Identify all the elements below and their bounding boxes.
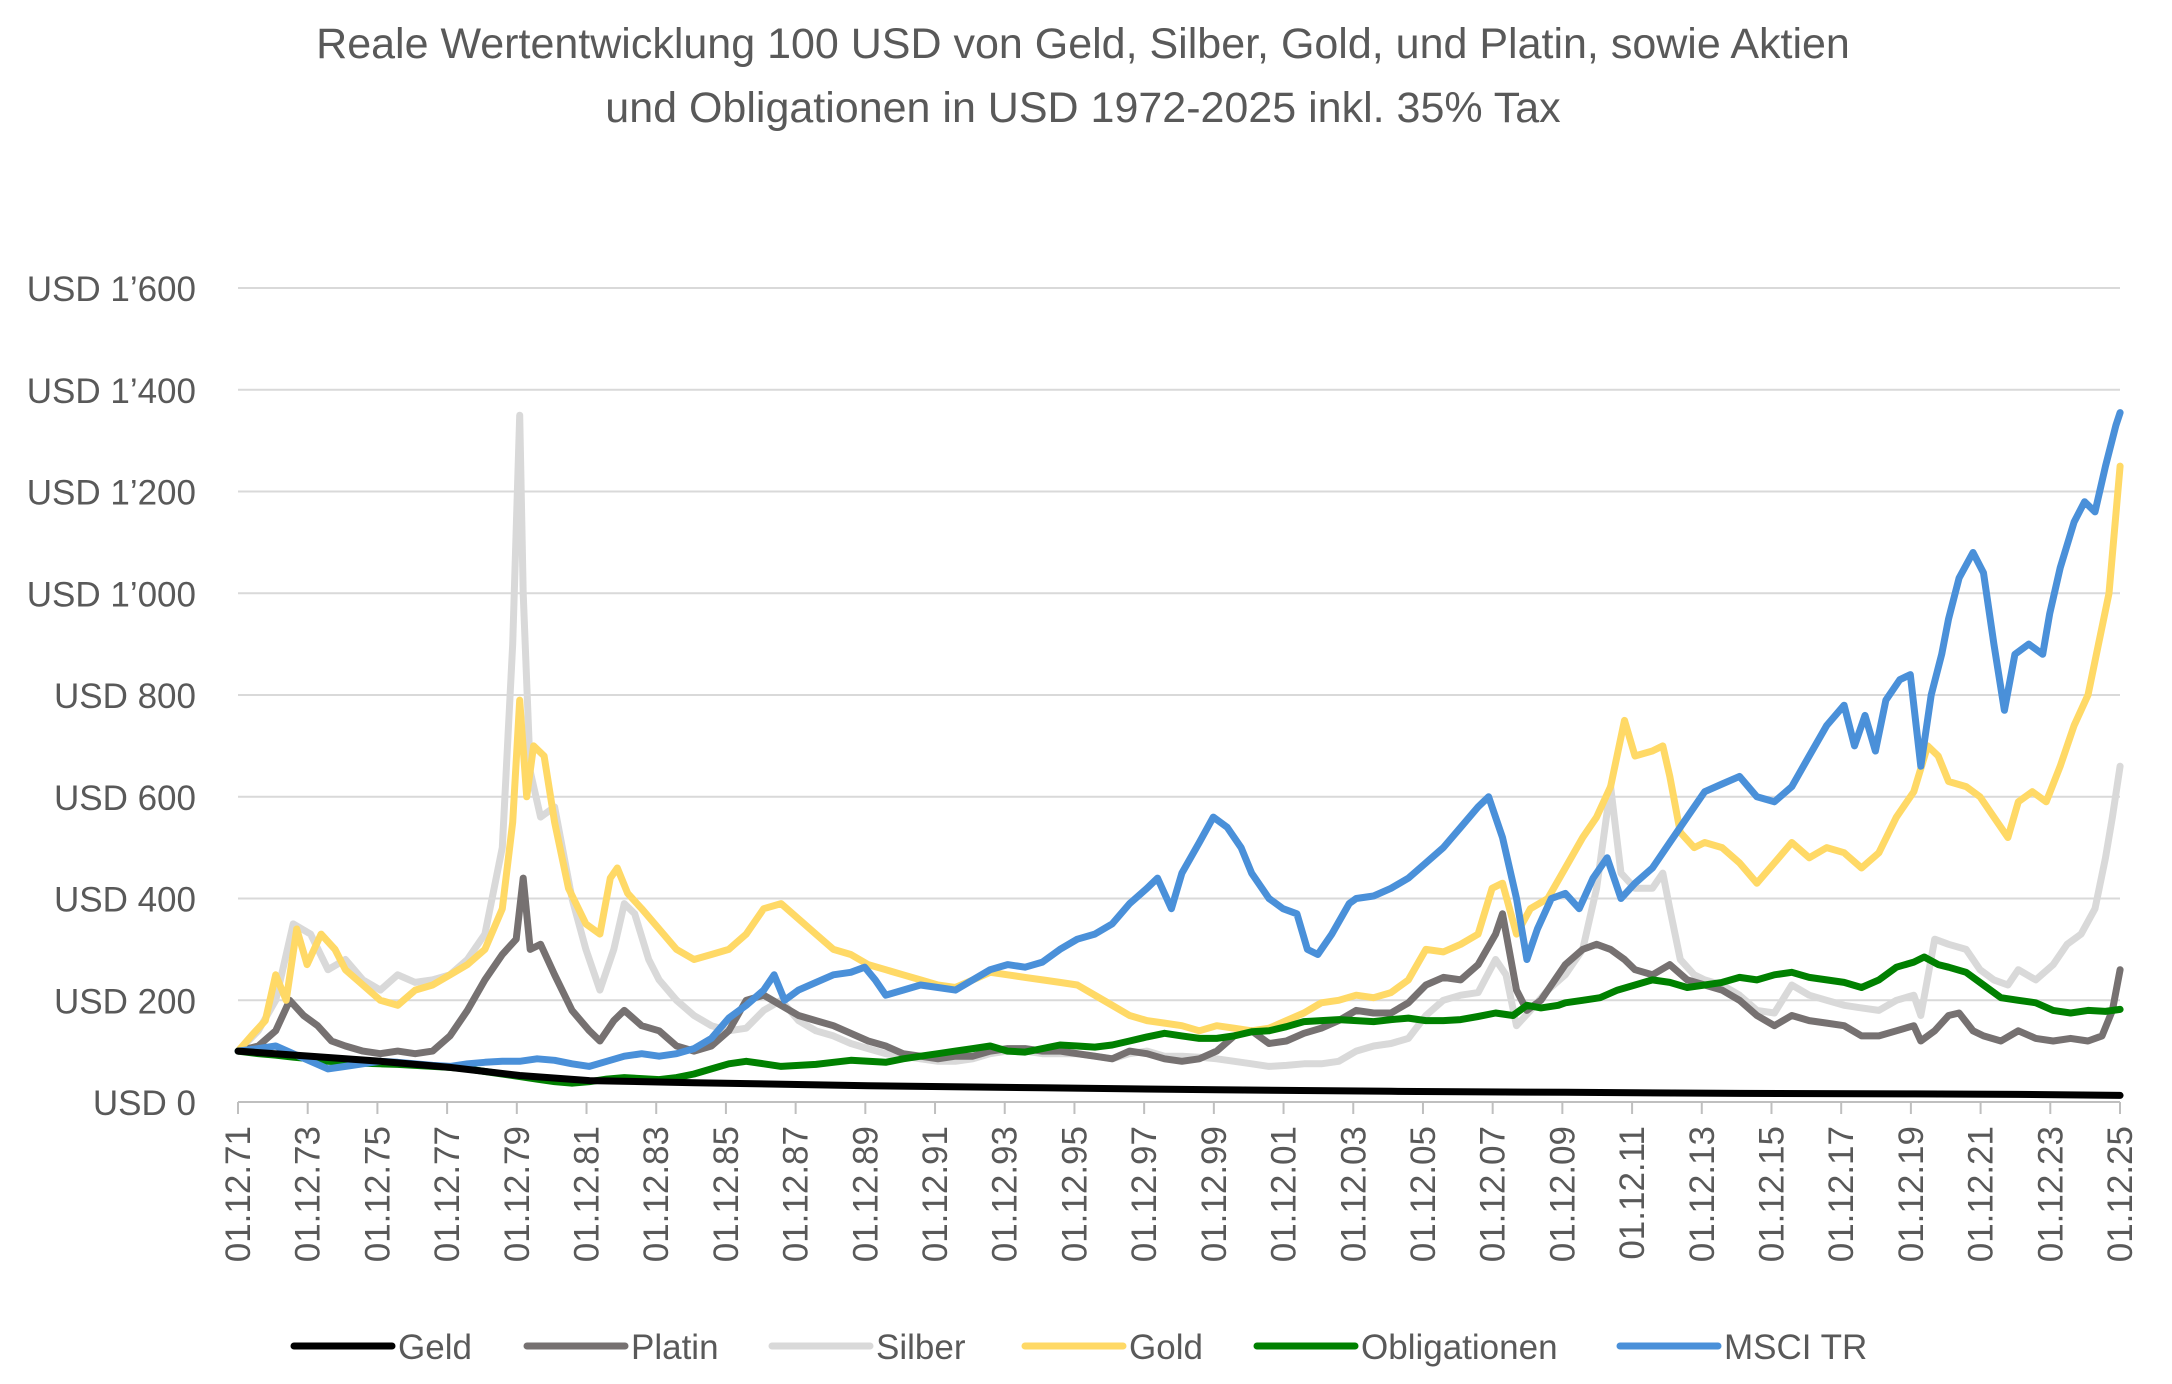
y-axis-tick-labels: USD 0 USD 200 USD 400 USD 600 USD 800 USD 1’0… <box>27 270 196 1123</box>
series-line-obligationen <box>234 953 2124 1087</box>
x-tick-label: 01.12.73 <box>289 1126 328 1262</box>
series-line-geld <box>234 1047 2124 1099</box>
x-tick-label: 01.12.81 <box>568 1126 607 1262</box>
x-tick-label: 01.12.19 <box>1892 1126 1931 1262</box>
x-tick-label: 01.12.23 <box>2031 1126 2070 1262</box>
series-lines <box>234 409 2124 1099</box>
series-line-gold <box>234 462 2124 1055</box>
y-tick-label: USD 400 <box>54 881 196 920</box>
x-tick-label: 01.12.93 <box>986 1126 1025 1262</box>
x-tick-label: 01.12.71 <box>219 1126 258 1262</box>
y-tick-label: USD 800 <box>54 677 196 716</box>
x-tick-label: 01.12.95 <box>1055 1126 1094 1262</box>
x-tick-label: 01.12.83 <box>637 1126 676 1262</box>
x-tick-label: 01.12.77 <box>428 1126 467 1262</box>
x-tick-label: 01.12.21 <box>1962 1126 2001 1262</box>
x-tick-label: 01.12.89 <box>846 1126 885 1262</box>
x-tick-label: 01.12.79 <box>498 1126 537 1262</box>
legend: Geld Platin Silber Gold Obligationen MSCI TR <box>290 1328 1867 1367</box>
x-tick-label: 01.12.09 <box>1543 1126 1582 1262</box>
x-axis: 01.12.71 01.12.73 01.12.75 01.12.77 01.12.79… <box>219 1101 2140 1262</box>
chart-title-line-1: Reale Wertentwicklung 100 USD von Geld, … <box>316 20 1850 68</box>
x-tick-label: 01.12.03 <box>1334 1126 1373 1262</box>
x-tick-label: 01.12.17 <box>1822 1126 1861 1262</box>
y-tick-label: USD 0 <box>93 1084 196 1123</box>
x-tick-label: 01.12.15 <box>1752 1126 1791 1262</box>
legend-label: Obligationen <box>1361 1328 1558 1367</box>
series-line-msci-tr <box>234 409 2124 1073</box>
x-tick-label: 01.12.91 <box>916 1126 955 1262</box>
y-tick-label: USD 1’200 <box>27 474 196 513</box>
legend-label: Silber <box>876 1328 966 1367</box>
x-tick-label: 01.12.13 <box>1683 1126 1722 1262</box>
x-tick-label: 01.12.11 <box>1613 1126 1652 1260</box>
x-tick-label: 01.12.75 <box>358 1126 397 1262</box>
legend-label: Geld <box>398 1328 472 1367</box>
x-tick-label: 01.12.85 <box>707 1126 746 1262</box>
y-tick-label: USD 600 <box>54 779 196 818</box>
y-tick-label: USD 200 <box>54 982 196 1021</box>
y-tick-label: USD 1’600 <box>27 270 196 309</box>
legend-label: Platin <box>631 1328 719 1367</box>
x-tick-label: 01.12.99 <box>1195 1126 1234 1262</box>
y-tick-label: USD 1’000 <box>27 575 196 614</box>
series-line-platin <box>234 874 2124 1065</box>
legend-label: Gold <box>1129 1328 1203 1367</box>
x-tick-label: 01.12.01 <box>1265 1126 1304 1262</box>
x-tick-label: 01.12.87 <box>777 1126 816 1262</box>
x-tick-label: 01.12.07 <box>1474 1126 1513 1262</box>
y-tick-label: USD 1’400 <box>27 372 196 411</box>
chart-title-line-2: und Obligationen in USD 1972-2025 inkl. … <box>605 84 1561 132</box>
x-tick-label: 01.12.25 <box>2101 1126 2140 1262</box>
x-tick-label: 01.12.97 <box>1125 1126 1164 1262</box>
legend-label: MSCI TR <box>1724 1328 1867 1367</box>
x-tick-label: 01.12.05 <box>1404 1126 1443 1262</box>
